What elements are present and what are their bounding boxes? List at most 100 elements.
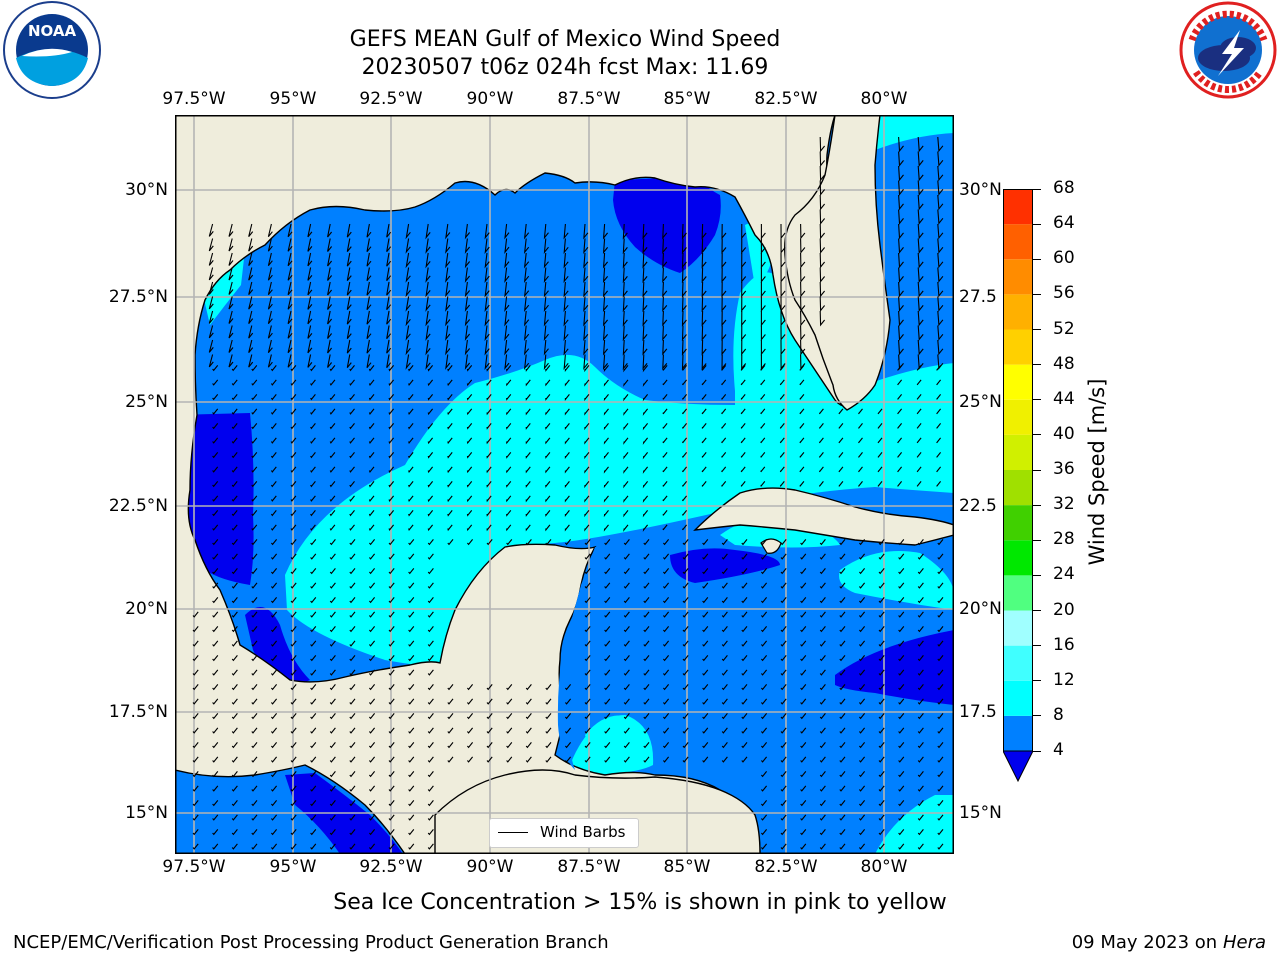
- wind-barb: [839, 785, 846, 792]
- wind-barb: [819, 800, 826, 807]
- wind-barb: [192, 785, 199, 792]
- wind-barb: [799, 481, 805, 487]
- wind-barb: [623, 495, 629, 503]
- wind-barb: [290, 814, 297, 821]
- colorbar-tick-label: 24: [1053, 564, 1075, 585]
- wind-barb: [662, 325, 668, 342]
- wind-barb: [682, 713, 689, 720]
- wind-barb: [388, 626, 395, 633]
- wind-barb: [780, 698, 787, 705]
- wind-barb: [545, 510, 551, 517]
- wind-barb: [251, 800, 258, 807]
- wind-barb: [741, 252, 747, 269]
- wind-barb: [800, 640, 807, 647]
- wind-barb: [270, 655, 278, 662]
- wind-barb: [408, 394, 414, 401]
- wind-barb: [858, 756, 866, 763]
- wind-barb: [780, 655, 787, 662]
- wind-barb: [740, 466, 746, 473]
- wind-barb: [368, 553, 376, 560]
- wind-barb: [642, 510, 649, 518]
- wind-barb: [208, 354, 214, 368]
- wind-barb: [564, 742, 572, 749]
- wind-barb: [564, 423, 570, 430]
- wind-barb: [583, 281, 589, 298]
- wind-barb: [897, 452, 903, 458]
- wind-barb: [741, 568, 748, 575]
- wind-barb: [506, 495, 512, 503]
- footer-date-text: 09 May 2023 on: [1071, 932, 1218, 953]
- wind-barb: [506, 423, 512, 430]
- wind-barb: [251, 785, 258, 792]
- wind-barb: [310, 495, 316, 502]
- wind-barb: [702, 742, 709, 749]
- wind-barb: [800, 296, 806, 313]
- wind-barb: [780, 582, 787, 589]
- wind-barb: [427, 640, 434, 647]
- wind-barb: [682, 423, 688, 429]
- wind-barb: [681, 238, 687, 255]
- wind-barb: [760, 713, 768, 720]
- wind-barb: [741, 325, 747, 342]
- wind-barb: [799, 466, 805, 473]
- wind-barb: [329, 742, 336, 749]
- wind-barb: [780, 640, 787, 647]
- wind-barb: [877, 408, 883, 415]
- wind-barb: [898, 310, 904, 327]
- wind-barb: [408, 829, 415, 836]
- wind-barb: [682, 756, 689, 763]
- wind-barb: [408, 524, 414, 532]
- wind-barb: [917, 771, 924, 778]
- wind-barb: [760, 640, 768, 647]
- wind-barb: [368, 640, 376, 647]
- wind-barb: [603, 466, 609, 474]
- wind-barb: [192, 655, 199, 662]
- wind-barb: [349, 727, 356, 734]
- wind-barb: [878, 582, 885, 589]
- wind-barb: [349, 524, 355, 531]
- wind-barb: [760, 466, 766, 473]
- wind-barb: [741, 281, 747, 298]
- wind-barb: [425, 238, 431, 254]
- wind-barb: [604, 669, 611, 676]
- wind-barb: [228, 281, 234, 295]
- wind-barb: [504, 354, 510, 370]
- wind-barb: [740, 379, 746, 386]
- wind-barb: [486, 495, 492, 503]
- wind-barb: [445, 281, 451, 298]
- wind-barb: [898, 568, 905, 575]
- wind-barb: [602, 354, 609, 371]
- wind-barb: [916, 466, 922, 473]
- wind-barb: [563, 252, 569, 269]
- wind-barb: [584, 611, 591, 618]
- wind-barb: [898, 771, 905, 778]
- wind-barb: [701, 365, 707, 371]
- wind-barb: [270, 524, 277, 531]
- wind-barb: [346, 238, 352, 252]
- wind-barb: [228, 354, 234, 368]
- wind-barb: [484, 325, 490, 341]
- wind-barb: [447, 437, 453, 445]
- wind-barb: [310, 771, 317, 778]
- wind-barb: [525, 481, 531, 488]
- wind-barb: [936, 379, 942, 386]
- wind-barb: [760, 325, 766, 342]
- wind-barb: [760, 481, 766, 487]
- wind-barb: [603, 524, 609, 532]
- wind-barb: [427, 814, 434, 821]
- wind-barb: [329, 408, 336, 415]
- wind-barb: [405, 339, 411, 356]
- wind-barb: [329, 611, 336, 618]
- wind-barb: [937, 771, 944, 778]
- wind-barb: [349, 495, 355, 502]
- wind-barb: [937, 553, 944, 560]
- wind-barb: [290, 742, 297, 749]
- wind-barb: [602, 325, 609, 342]
- wind-barb: [878, 713, 885, 720]
- wind-barb: [329, 640, 336, 647]
- colorbar-tick-mark: [1033, 680, 1041, 682]
- wind-barb: [346, 281, 352, 296]
- wind-barb: [702, 713, 709, 720]
- wind-barb: [858, 640, 866, 647]
- wind-barb: [800, 238, 806, 255]
